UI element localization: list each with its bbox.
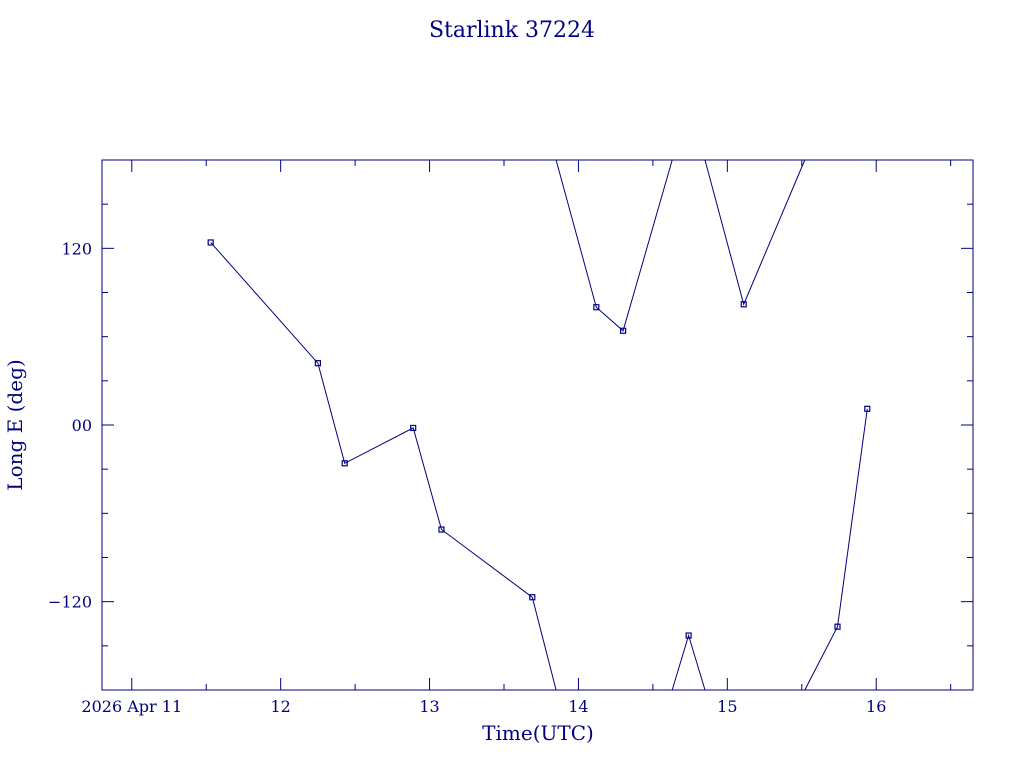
series-layer <box>207 159 871 691</box>
y-axis-label: Long E (deg) <box>3 359 27 490</box>
data-point <box>620 327 627 334</box>
data-point <box>314 360 321 367</box>
x-tick-label: 16 <box>866 697 886 716</box>
data-point <box>341 460 348 467</box>
series-line <box>704 159 806 306</box>
data-point <box>438 526 445 533</box>
y-tick-label: −120 <box>48 593 92 612</box>
x-axis-label: Time(UTC) <box>482 721 594 745</box>
x-tick-label: 12 <box>270 697 290 716</box>
data-point <box>834 623 841 630</box>
x-tick-label: 13 <box>419 697 439 716</box>
data-point <box>593 304 600 311</box>
series-line <box>804 408 868 691</box>
data-point <box>685 632 692 639</box>
data-point <box>740 301 747 308</box>
x-tick-label: 14 <box>568 697 588 716</box>
data-point <box>529 594 536 601</box>
series-line <box>555 159 673 332</box>
x-tick-label: 2026 Apr 11 <box>81 697 182 716</box>
plot-frame <box>101 159 974 691</box>
data-point <box>410 424 417 432</box>
chart-title: Starlink 37224 <box>429 18 595 43</box>
data-point <box>864 405 871 412</box>
x-tick-label: 15 <box>717 697 737 716</box>
y-tick-label: 120 <box>61 239 92 258</box>
y-ticks: 120 00 −120 <box>48 203 973 647</box>
x-ticks: 2026 Apr 11 12 13 14 15 16 <box>81 160 952 716</box>
y-tick-label: 00 <box>72 416 92 435</box>
data-point <box>207 239 214 246</box>
series-line <box>210 242 557 691</box>
series-line <box>671 633 706 691</box>
